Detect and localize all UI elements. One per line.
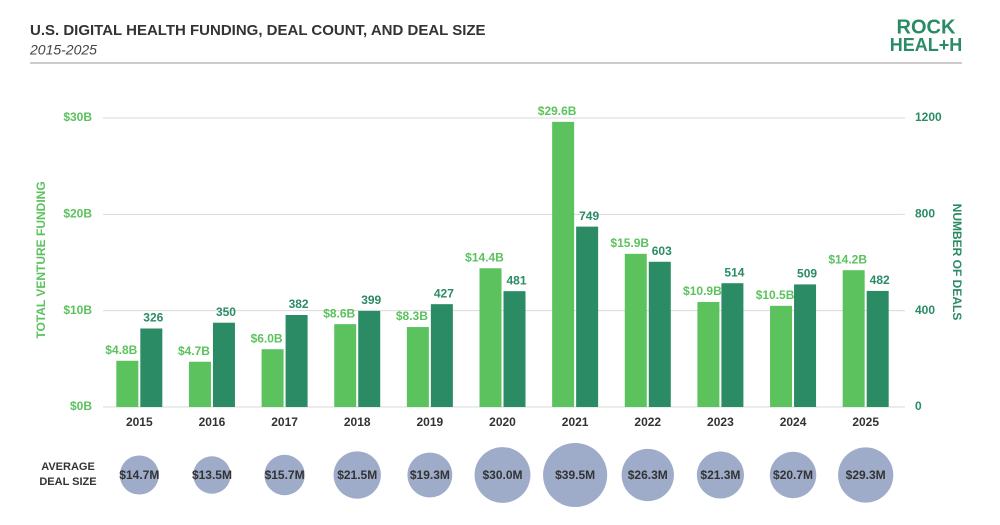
chart-subtitle: 2015-2025 (29, 42, 97, 58)
bar (697, 301, 720, 407)
x-tick-label: 2021 (562, 415, 589, 429)
data-label: $14.4B (465, 250, 504, 264)
data-label: $14.2B (828, 252, 867, 266)
bar (770, 305, 793, 407)
logo: ROCK (897, 16, 956, 38)
deal-size-bubble (407, 452, 453, 498)
x-tick-label: 2015 (126, 415, 153, 429)
x-tick-label: 2023 (707, 415, 734, 429)
deal-size-bubble (193, 456, 231, 494)
y2-tick-label: 0 (915, 399, 922, 413)
deal-size-label: $21.5M (337, 468, 377, 482)
bar (261, 349, 284, 407)
bar (721, 283, 744, 407)
bar (406, 327, 429, 407)
deal-size-label: AVERAGE (41, 461, 95, 473)
bar (648, 261, 671, 407)
deal-size-label: $39.5M (555, 468, 595, 482)
x-tick-label: 2025 (852, 415, 879, 429)
y2-tick-label: 400 (915, 303, 935, 317)
x-tick-label: 2024 (780, 415, 807, 429)
deal-size-bubble (696, 451, 744, 499)
y-tick-label: $20B (63, 207, 92, 221)
deal-size-label: $15.7M (265, 468, 305, 482)
data-label: $29.6B (538, 104, 577, 118)
deal-size-label: $29.3M (846, 468, 886, 482)
bar (503, 291, 526, 407)
deal-size-bubble (333, 451, 381, 499)
y-tick-label: $30B (63, 110, 92, 124)
y-axis-label: TOTAL VENTURE FUNDING (34, 181, 48, 338)
x-tick-label: 2019 (417, 415, 444, 429)
logo: HEAL+H (890, 35, 963, 55)
deal-size-bubble (838, 447, 894, 503)
y-tick-label: $10B (63, 303, 92, 317)
y2-axis-label: NUMBER OF DEALS (950, 204, 964, 321)
deal-size-label: DEAL SIZE (39, 476, 96, 488)
bar (358, 310, 381, 407)
deal-size-label: $19.3M (410, 468, 450, 482)
y2-tick-label: 800 (915, 207, 935, 221)
deal-size-label: $30.0M (482, 468, 522, 482)
deal-size-bubble (543, 442, 608, 508)
bar (552, 121, 575, 407)
chart-title: U.S. DIGITAL HEALTH FUNDING, DEAL COUNT,… (30, 22, 486, 39)
deal-size-label: $21.3M (700, 468, 740, 482)
bar (794, 284, 817, 407)
data-label: $6.0B (251, 331, 283, 345)
deal-size-bubble (769, 451, 817, 499)
data-label: 482 (870, 273, 890, 287)
deal-size-bubble (119, 455, 159, 495)
bar (842, 270, 865, 407)
deal-size-bubble (621, 448, 674, 502)
y2-tick-label: 1200 (915, 110, 942, 124)
bar (334, 324, 357, 407)
deal-size-label: $13.5M (192, 468, 232, 482)
deal-size-label: $14.7M (119, 468, 159, 482)
data-label: $8.6B (323, 306, 355, 320)
x-tick-label: 2017 (271, 415, 298, 429)
bar (430, 304, 453, 407)
y-tick-label: $0B (70, 399, 92, 413)
deal-size-label: $20.7M (773, 468, 813, 482)
deal-size-bubble (264, 454, 305, 496)
data-label: 326 (143, 311, 163, 325)
bar (140, 328, 163, 407)
x-tick-label: 2022 (634, 415, 661, 429)
x-tick-label: 2018 (344, 415, 371, 429)
bar (285, 315, 308, 407)
data-label: 481 (506, 273, 526, 287)
data-label: $4.7B (178, 344, 210, 358)
bar (479, 268, 502, 407)
deal-size-label: $26.3M (628, 468, 668, 482)
data-label: 603 (652, 244, 672, 258)
bar (624, 253, 647, 407)
deal-size-bubble (474, 447, 531, 503)
x-tick-label: 2020 (489, 415, 516, 429)
data-label: $15.9B (610, 236, 649, 250)
data-label: 749 (579, 209, 599, 223)
bar (188, 361, 211, 407)
data-label: 350 (216, 305, 236, 319)
data-label: $8.3B (396, 309, 428, 323)
data-label: $4.8B (105, 343, 137, 357)
data-label: 509 (797, 267, 817, 281)
bar (866, 290, 889, 407)
data-label: $10.9B (683, 284, 722, 298)
data-label: $10.5B (756, 288, 795, 302)
bar (212, 322, 235, 407)
x-tick-label: 2016 (199, 415, 226, 429)
data-label: 382 (289, 297, 309, 311)
data-label: 514 (724, 265, 744, 279)
bar (576, 226, 599, 407)
bar (116, 360, 139, 407)
data-label: 399 (361, 293, 381, 307)
data-label: 427 (434, 286, 454, 300)
